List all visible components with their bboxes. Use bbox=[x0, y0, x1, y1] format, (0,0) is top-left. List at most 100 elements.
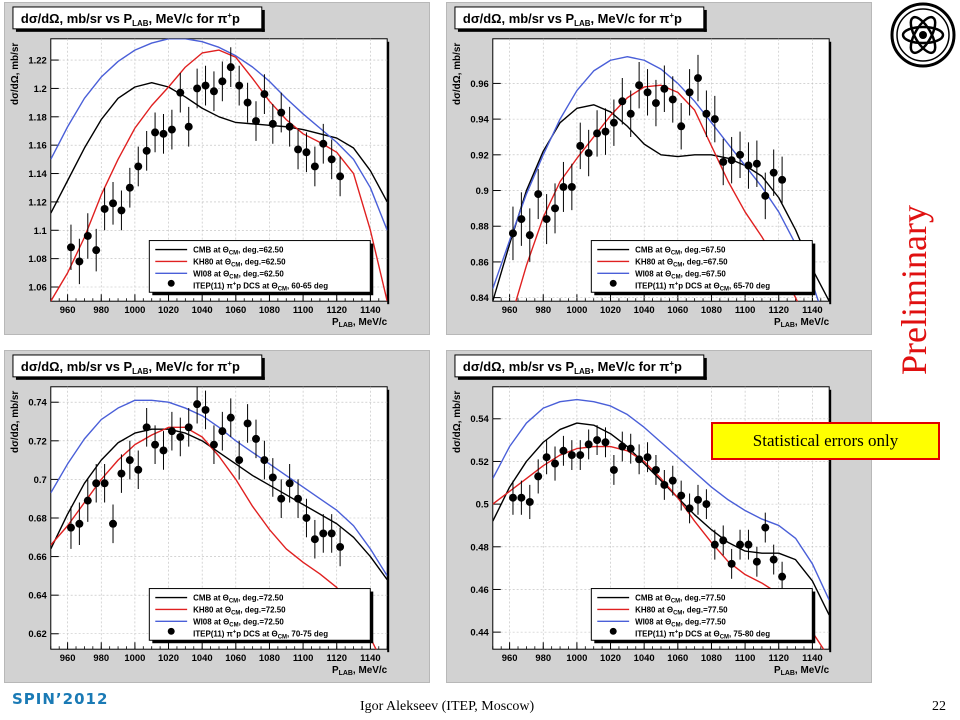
y-tick-label: 1.1 bbox=[34, 226, 47, 237]
data-point bbox=[660, 84, 669, 93]
y-tick-label: 0.48 bbox=[470, 542, 488, 553]
data-point bbox=[534, 472, 543, 481]
y-tick-label: 0.44 bbox=[470, 628, 489, 639]
data-point bbox=[167, 427, 176, 436]
data-point bbox=[736, 540, 745, 549]
data-point bbox=[277, 108, 286, 117]
preliminary-text: Preliminary bbox=[894, 205, 934, 375]
data-point bbox=[285, 479, 294, 488]
data-point bbox=[125, 456, 134, 465]
x-tick-label: 1120 bbox=[768, 305, 788, 316]
data-point bbox=[83, 231, 92, 240]
data-point bbox=[778, 175, 787, 184]
plot-shadow bbox=[387, 41, 390, 305]
legend-entry: WI08 at ΘCM, deg.=72.50 bbox=[193, 617, 284, 628]
data-point bbox=[294, 494, 303, 503]
data-point bbox=[643, 88, 652, 97]
x-tick-label: 1080 bbox=[701, 653, 722, 664]
data-point bbox=[744, 540, 753, 549]
legend-entry: KH80 at ΘCM, deg.=62.50 bbox=[193, 257, 286, 268]
data-point bbox=[201, 405, 210, 414]
data-point bbox=[252, 434, 260, 443]
y-tick-label: 0.74 bbox=[28, 398, 47, 409]
y-tick-label: 0.54 bbox=[470, 414, 489, 425]
curve-wi08 bbox=[50, 38, 388, 231]
data-point bbox=[651, 99, 660, 108]
data-point bbox=[235, 81, 244, 90]
legend-entry: ITEP(11) π+p DCS at ΘCM, 70-75 deg bbox=[193, 629, 328, 640]
legend-entry: CMB at ΘCM, deg.=77.50 bbox=[635, 593, 726, 604]
x-tick-label: 1060 bbox=[225, 653, 246, 664]
title-shadow bbox=[261, 9, 265, 32]
data-point bbox=[508, 229, 517, 238]
data-point bbox=[201, 81, 210, 90]
data-point bbox=[209, 440, 218, 449]
data-point bbox=[601, 438, 610, 447]
legend-entry: ITEP(11) π+p DCS at ΘCM, 75-80 deg bbox=[635, 629, 770, 640]
data-point bbox=[542, 453, 551, 462]
chart-panel-top-right: dσ/dΩ, mb/sr vs PLAB, MeV/c for π+p 960 98… bbox=[446, 2, 872, 335]
x-tick-label: 1040 bbox=[634, 653, 655, 664]
data-point bbox=[209, 87, 218, 96]
data-point bbox=[109, 199, 118, 208]
data-point bbox=[609, 466, 618, 474]
chart-title: dσ/dΩ, mb/sr vs PLAB, MeV/c for π+p bbox=[463, 359, 682, 376]
data-point bbox=[125, 183, 134, 192]
x-tick-label: 960 bbox=[502, 653, 518, 664]
curve-kh80 bbox=[50, 426, 377, 650]
y-tick-label: 1.22 bbox=[28, 56, 46, 67]
data-point bbox=[92, 246, 101, 255]
y-tick-label: 0.46 bbox=[470, 585, 488, 596]
data-point bbox=[584, 149, 593, 158]
curve-wi08 bbox=[492, 55, 820, 302]
curve-cmb bbox=[50, 82, 388, 214]
y-tick-label: 0.92 bbox=[470, 150, 488, 161]
data-point bbox=[744, 161, 753, 170]
author-footer: Igor Alekseev (ITEP, Moscow) bbox=[360, 699, 535, 714]
y-tick-label: 0.88 bbox=[470, 222, 488, 233]
data-point bbox=[327, 529, 336, 538]
data-points bbox=[508, 54, 787, 262]
x-axis-label: PLAB, MeV/c bbox=[774, 665, 830, 677]
plot-shadow bbox=[829, 41, 832, 305]
data-point bbox=[134, 162, 143, 171]
data-point bbox=[218, 427, 227, 436]
x-tick-label: 1020 bbox=[158, 305, 179, 316]
x-tick-label: 960 bbox=[60, 305, 76, 316]
title-shadow bbox=[457, 28, 707, 32]
legend-entry: ITEP(11) π+p DCS at ΘCM, 65-70 deg bbox=[635, 281, 770, 292]
x-tick-label: 1140 bbox=[802, 653, 822, 664]
x-tick-label: 1060 bbox=[225, 305, 246, 316]
chart-panel-top-left: dσ/dΩ, mb/sr vs PLAB, MeV/c for π+p 960 98… bbox=[4, 2, 430, 335]
data-point bbox=[243, 419, 252, 428]
curve-cmb bbox=[50, 428, 388, 581]
data-point bbox=[567, 451, 576, 460]
data-point bbox=[235, 456, 244, 465]
y-tick-label: 1.2 bbox=[34, 84, 47, 95]
conference-label: SPIN’2012 bbox=[12, 690, 109, 708]
data-point bbox=[285, 122, 294, 131]
title-shadow bbox=[703, 9, 707, 32]
data-point bbox=[761, 523, 770, 532]
x-tick-label: 1100 bbox=[735, 653, 755, 664]
x-tick-label: 1020 bbox=[600, 305, 621, 316]
data-point bbox=[685, 88, 694, 97]
data-point bbox=[635, 81, 644, 90]
data-point bbox=[117, 469, 126, 478]
data-point bbox=[184, 423, 193, 432]
data-point bbox=[159, 446, 168, 455]
data-point bbox=[218, 77, 227, 86]
x-tick-label: 1140 bbox=[360, 305, 380, 316]
x-tick-label: 1060 bbox=[667, 653, 688, 664]
data-point bbox=[75, 519, 84, 528]
x-tick-label: 1080 bbox=[259, 653, 280, 664]
x-tick-label: 1000 bbox=[566, 305, 587, 316]
curve-cmb bbox=[492, 422, 830, 616]
data-point bbox=[601, 127, 610, 136]
y-tick-label: 1.18 bbox=[28, 112, 46, 123]
chart-panel-bottom-left: dσ/dΩ, mb/sr vs PLAB, MeV/c for π+p 960 98… bbox=[4, 350, 430, 683]
x-tick-label: 1120 bbox=[768, 653, 788, 664]
title-shadow bbox=[703, 357, 707, 380]
data-point bbox=[778, 572, 787, 581]
legend-marker bbox=[609, 627, 617, 635]
